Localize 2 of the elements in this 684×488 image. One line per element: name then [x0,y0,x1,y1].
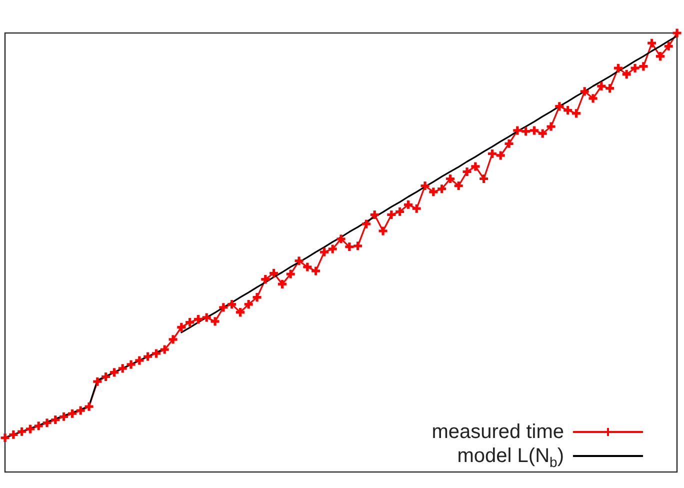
legend-label: measured time [432,420,564,444]
legend-label: model L(N$_{b}$) [457,444,564,470]
